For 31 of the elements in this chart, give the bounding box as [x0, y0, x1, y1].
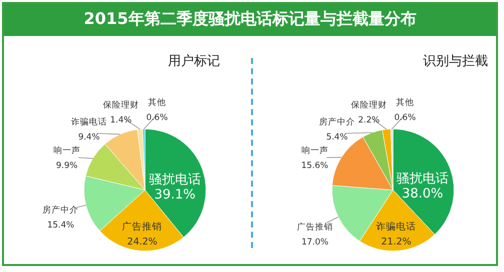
slice-label: 保险理财	[350, 99, 387, 110]
data-label: 0.6%	[146, 112, 168, 123]
chart-subtitle: 用户标记	[168, 54, 220, 69]
slice-label: 保险理财	[102, 99, 139, 110]
slice-label: 广告推销	[122, 220, 162, 232]
slice-label: 响一声	[301, 144, 328, 156]
data-label: 38.0%	[402, 186, 444, 202]
data-label: 15.6%	[301, 160, 328, 171]
slice-label: 房产中介	[42, 204, 79, 216]
text: 2015年第二季度骚扰电话标记量与拦截量分布	[2, 2, 498, 36]
slice-label: 诈骗电话	[376, 220, 416, 232]
slice-label: 骚扰电话	[396, 171, 448, 186]
data-label: 9.9%	[56, 160, 78, 171]
slice-label: 诈骗电话	[70, 116, 107, 128]
data-label: 0.6%	[394, 112, 416, 123]
data-label: 24.2%	[127, 236, 158, 248]
data-label: 17.0%	[301, 238, 328, 248]
slice-label: 响一声	[53, 144, 80, 156]
data-label: 1.4%	[110, 115, 132, 126]
data-label: 2.2%	[358, 115, 380, 126]
slice-label: 其他	[148, 96, 166, 108]
slice-label: 房产中介	[318, 116, 355, 128]
data-label: 21.2%	[381, 236, 412, 248]
data-label: 5.4%	[326, 132, 348, 142]
slice-label: 骚扰电话	[148, 172, 201, 188]
data-label: 39.1%	[154, 187, 196, 202]
slice-label: 广告推销	[296, 222, 333, 233]
data-label: 9.4%	[78, 132, 100, 142]
slice-label: 其他	[396, 96, 414, 108]
chart-subtitle: 识别与拦截	[423, 54, 488, 69]
data-label: 15.4%	[47, 220, 74, 231]
